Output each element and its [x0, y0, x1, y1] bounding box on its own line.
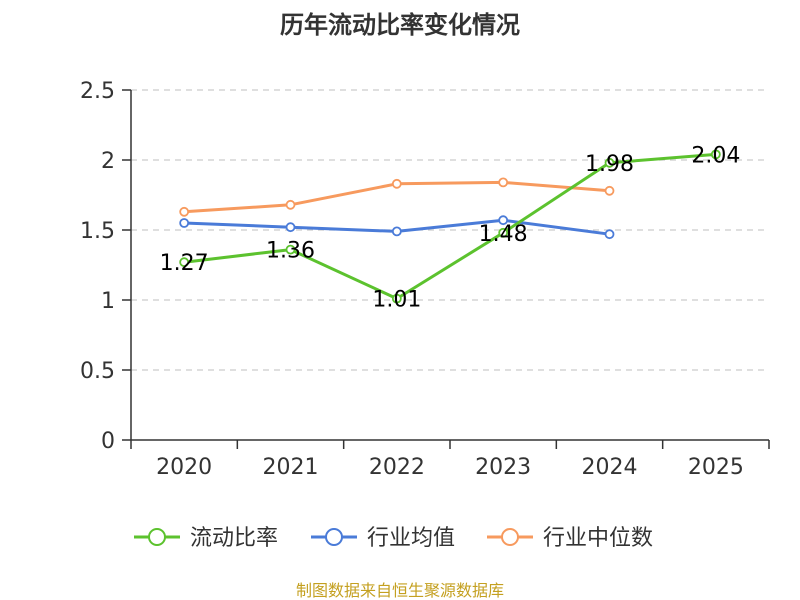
data-point	[285, 199, 296, 210]
source-note: 制图数据来自恒生聚源数据库	[296, 581, 504, 600]
y-tick-label: 0.5	[80, 359, 115, 384]
y-tick-label: 2.5	[80, 79, 115, 104]
data-point	[604, 185, 615, 196]
legend-marker	[501, 528, 519, 546]
data-label: 1.36	[266, 239, 315, 264]
data-point	[285, 244, 296, 255]
data-point	[710, 149, 721, 160]
legend-label: 行业均值	[367, 526, 455, 551]
chart-title: 历年流动比率变化情况	[280, 11, 520, 39]
x-tick-label: 2025	[688, 455, 744, 480]
x-tick-label: 2022	[369, 455, 425, 480]
legend-marker	[148, 528, 166, 546]
data-point	[604, 229, 615, 240]
legend-item-2[interactable]: 行业中位数	[487, 526, 653, 551]
x-tick-label: 2023	[475, 455, 531, 480]
legend-label: 行业中位数	[543, 526, 653, 551]
x-tick-label: 2020	[156, 455, 212, 480]
data-point	[498, 177, 509, 188]
data-labels: 1.27 1.36 1.01 1.48 1.98 2.04	[160, 143, 741, 312]
data-point	[604, 157, 615, 168]
data-label: 2.04	[691, 143, 740, 168]
y-tick-label: 0	[101, 429, 115, 454]
data-point	[179, 218, 190, 228]
data-point	[285, 222, 296, 233]
x-tick-label: 2021	[263, 455, 319, 480]
data-point	[498, 215, 509, 226]
y-tick-label: 1	[101, 289, 115, 314]
axes: 0 0.5 1 1.5 2 2.5 2020 2021 2022 2023 2024 2025	[80, 79, 770, 480]
y-tick-label: 2	[101, 149, 115, 174]
series-line-0	[183, 152, 716, 301]
data-label: 1.27	[160, 251, 209, 276]
data-label: 1.01	[372, 288, 421, 313]
legend[interactable]: 流动比率 行业均值 行业中位数	[134, 526, 653, 551]
grid	[131, 89, 769, 371]
x-tick-label: 2024	[582, 455, 638, 480]
data-label: 1.48	[479, 222, 528, 247]
data-point	[391, 226, 402, 237]
legend-item-1[interactable]: 行业均值	[311, 526, 455, 551]
legend-item-0[interactable]: 流动比率	[134, 526, 278, 551]
legend-label: 流动比率	[190, 526, 278, 551]
data-point	[179, 206, 190, 217]
series	[179, 149, 721, 304]
data-point	[179, 257, 190, 268]
data-label: 1.98	[585, 152, 634, 177]
legend-marker	[325, 528, 343, 546]
y-tick-label: 1.5	[80, 219, 115, 244]
data-point	[391, 178, 402, 189]
data-point	[391, 293, 402, 304]
data-point	[498, 227, 509, 238]
